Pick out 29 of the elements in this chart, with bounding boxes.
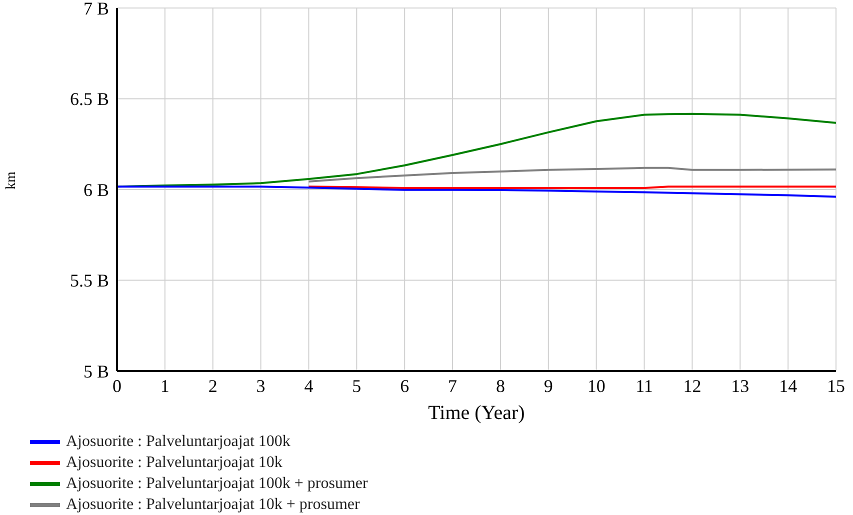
y-tick-label: 7 B xyxy=(83,0,109,18)
x-tick-label: 9 xyxy=(544,376,553,396)
legend-label: Ajosuorite : Palveluntarjoajat 10k + prosumer xyxy=(66,496,360,514)
x-tick-label: 14 xyxy=(779,376,798,396)
x-tick-label: 8 xyxy=(496,376,505,396)
y-tick-label: 6.5 B xyxy=(70,89,109,110)
x-tick-label: 15 xyxy=(827,376,845,396)
x-tick-label: 0 xyxy=(112,376,122,396)
x-tick-label: 5 xyxy=(352,376,362,396)
legend-label: Ajosuorite : Palveluntarjoajat 100k xyxy=(66,432,290,450)
legend-label: Ajosuorite : Palveluntarjoajat 100k + prosumer xyxy=(66,474,368,492)
x-tick-label: 4 xyxy=(304,376,314,396)
line-series xyxy=(117,186,836,198)
x-tick-label: 1 xyxy=(160,376,170,396)
x-tick-label: 6 xyxy=(400,376,410,396)
x-tick-label: 13 xyxy=(731,376,750,396)
x-tick-label: 11 xyxy=(636,376,653,396)
x-tick-label: 12 xyxy=(683,376,702,396)
legend-label: Ajosuorite : Palveluntarjoajat 10k xyxy=(66,454,282,472)
x-tick-label: 2 xyxy=(208,376,218,396)
x-axis-title: Time (Year) xyxy=(428,402,525,424)
y-axis-title: km xyxy=(4,172,19,190)
x-tick-label: 3 xyxy=(256,376,266,396)
line-series xyxy=(308,166,836,183)
y-tick-label: 5.5 B xyxy=(70,270,109,291)
y-tick-label: 5 B xyxy=(83,361,109,382)
y-tick-label: 6 B xyxy=(83,180,109,200)
x-tick-label: 7 xyxy=(448,376,458,396)
x-tick-label: 10 xyxy=(587,376,606,396)
